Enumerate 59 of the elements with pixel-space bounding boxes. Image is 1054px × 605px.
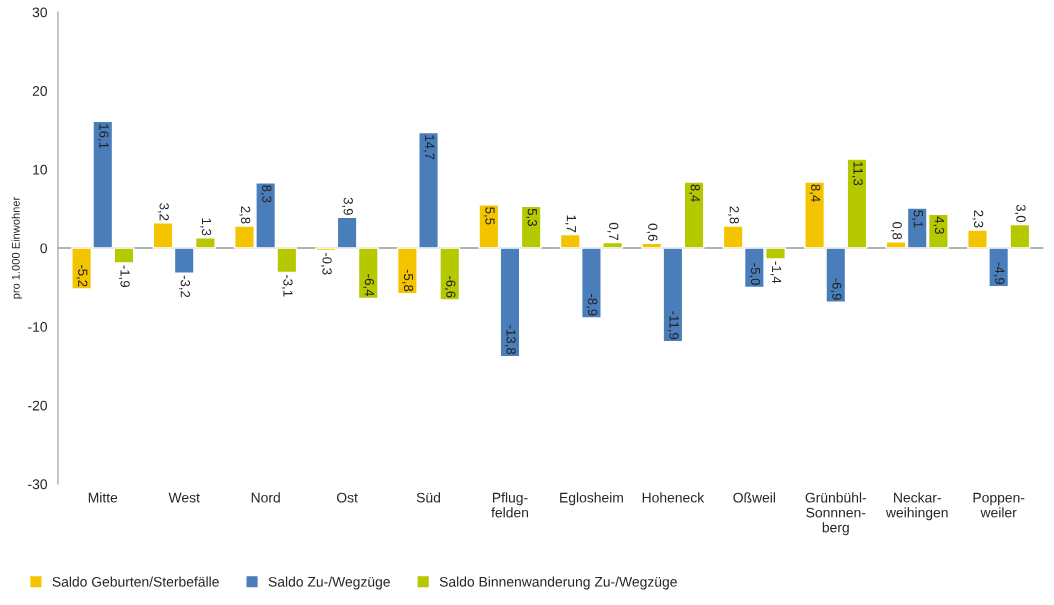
x-tick-label: Oßweil [733,492,776,503]
legend-label: Saldo Zu-/Wegzüge [268,576,390,590]
data-label: 3,0 [1014,204,1026,223]
data-label: -13,8 [504,325,516,355]
data-label: 3,2 [157,203,169,221]
data-label: 14,7 [423,135,435,160]
x-tick-label: Hoheneck [642,492,705,503]
data-label: -8,9 [586,294,598,316]
data-label: 2,8 [728,206,739,224]
x-tick-label: Eglosheim [560,492,623,506]
y-tick-label: 30 [32,7,48,18]
data-label: -3,1 [281,274,293,297]
x-tick-label: Neckar- weihingen [885,492,948,521]
data-label: 1,7 [565,215,576,233]
x-tick-label: West [168,492,200,503]
data-label: -6,9 [830,278,842,300]
data-label: 8,4 [809,184,821,202]
data-label: 0,6 [646,223,658,241]
x-tick-label: Grünbühl- Sonnnen- berg [805,492,867,536]
data-label: 3,9 [342,197,353,215]
data-label: -0,3 [320,252,332,275]
y-tick-label: 0 [40,243,48,254]
data-label: 0,7 [607,222,619,240]
y-tick-label: -10 [28,322,48,332]
data-label: 5,1 [912,210,923,228]
data-label: -1,9 [118,265,130,287]
x-tick-label: Ost [336,492,358,503]
data-label: 4,3 [933,216,945,234]
data-label: 0,8 [890,222,902,240]
y-tick-label: 20 [32,86,48,96]
y-tick-label: 10 [33,164,48,175]
x-tick-label: Süd [416,492,441,503]
data-label: -6,4 [363,274,375,297]
data-label: 8,4 [688,184,700,202]
x-tick-label: Mitte [88,492,118,503]
data-label: -11,9 [667,311,679,340]
data-label: 1,3 [200,218,212,236]
data-label: 2,3 [972,210,984,228]
data-label: -5,0 [749,263,761,285]
data-label: 5,3 [526,208,537,227]
x-tick-label: Nord [251,492,280,503]
x-tick-label: Pflug- felden [491,492,529,518]
data-label: 11,3 [851,162,863,186]
data-label: -4,9 [993,262,1005,285]
data-label: -5,2 [76,264,88,287]
data-label: -6,6 [444,275,456,298]
y-axis-title: pro 1.000 Einwohner [11,196,22,299]
legend-label: Saldo Binnenwanderung Zu-/Wegzüge [439,576,677,590]
data-label: 2,8 [239,206,251,224]
y-tick-label: -20 [28,400,48,411]
data-label: 8,3 [260,185,272,203]
data-label: -5,8 [402,269,414,292]
y-tick-label: -30 [28,479,48,490]
data-label: -3,2 [179,275,191,298]
legend-label: Saldo Geburten/Sterbefälle [52,576,219,587]
data-label: 5,5 [483,207,495,225]
data-label: 16,1 [97,124,109,149]
data-label: -1,4 [770,261,782,284]
x-tick-label: Poppen- weiler [973,492,1025,518]
